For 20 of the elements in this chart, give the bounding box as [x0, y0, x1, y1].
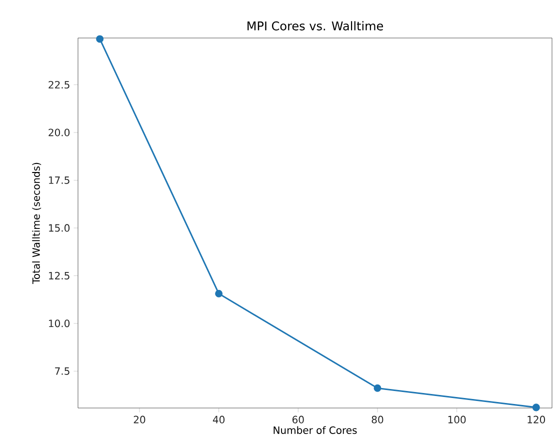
x-tick-label: 100 [448, 416, 466, 424]
point [532, 404, 540, 412]
x-tick-label: 120 [528, 416, 546, 424]
y-tick-label: 10.0 [49, 320, 70, 328]
y-tick-label: 12.5 [49, 272, 70, 280]
point [96, 35, 104, 43]
y-axis-title: Total Walltime (seconds) [32, 162, 42, 284]
y-tick-label: 7.5 [55, 367, 70, 375]
y-tick-label: 15.0 [49, 224, 70, 232]
chart-title: MPI Cores vs. Walltime [248, 21, 384, 30]
y-tick-label: 17.5 [49, 176, 70, 184]
x-tick-label: 20 [134, 416, 146, 424]
y-tick-label: 22.5 [48, 80, 70, 89]
x-tick-label: 40 [212, 416, 225, 424]
x-tick-label: 60 [292, 416, 304, 424]
y-tick-label: 20.0 [48, 128, 70, 136]
point [374, 384, 382, 392]
x-tick-label: 80 [372, 416, 384, 424]
point [215, 290, 223, 298]
x-axis-title: Number of Cores [274, 426, 357, 434]
